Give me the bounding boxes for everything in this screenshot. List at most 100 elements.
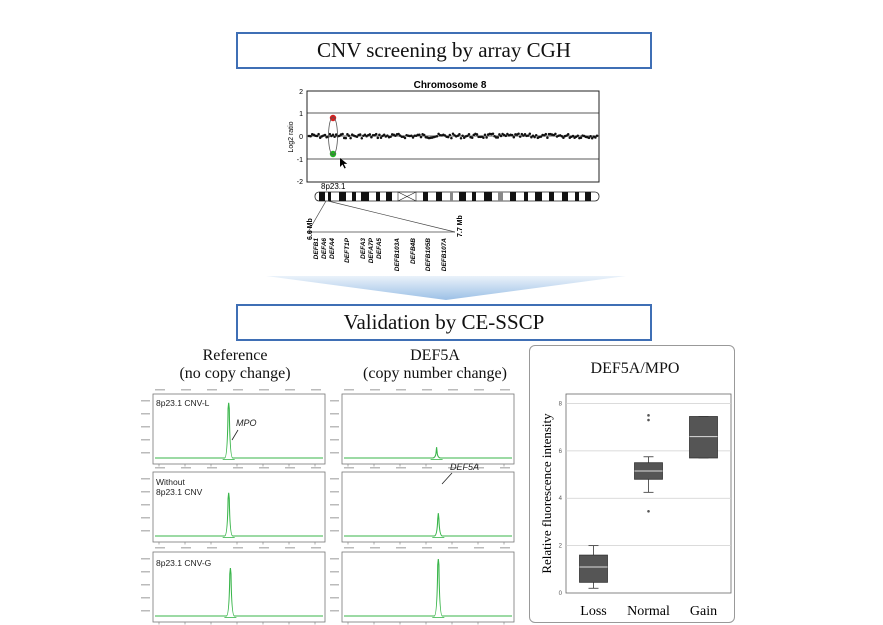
acgh-point [496, 136, 500, 139]
mpo-peak-label: MPO [236, 418, 257, 428]
acgh-point [422, 133, 426, 137]
acgh-point [504, 134, 508, 138]
acgh-point [328, 132, 332, 136]
gene-label: DEFB105B [425, 238, 432, 272]
acgh-point [544, 132, 548, 136]
acgh-point [451, 132, 455, 136]
acgh-point [394, 134, 397, 138]
reference-subtitle: (no copy change) [179, 365, 291, 382]
x-category-label: Loss [580, 604, 606, 619]
acgh-point [562, 136, 565, 140]
acgh-point [418, 133, 421, 137]
gene-label: DEFT1P [344, 237, 351, 263]
acgh-point [594, 136, 597, 139]
boxplot-panel [529, 345, 735, 623]
electropherogram-panel [141, 547, 326, 625]
band-label: 8p23.1 [321, 182, 346, 191]
def5a-title: DEF5A [410, 347, 460, 364]
def5a-subtitle: (copy number change) [363, 365, 507, 382]
acgh-point [590, 136, 594, 140]
peak-trace [344, 558, 512, 617]
acgh-point [528, 132, 532, 136]
acgh-title-box: CNV screening by array CGH [236, 32, 652, 69]
acgh-point [309, 135, 312, 138]
acgh-point [458, 132, 461, 136]
acgh-point [349, 136, 352, 140]
def5a-arrow [441, 472, 453, 485]
box-body [689, 416, 718, 459]
peak-trace [155, 567, 323, 617]
acgh-point [523, 132, 527, 136]
acgh-point [518, 135, 522, 138]
peak-trace [155, 402, 323, 459]
electropherogram-panel [330, 467, 515, 545]
reference-title: Reference [202, 347, 268, 364]
sample-label: Without [156, 477, 185, 487]
acgh-point [344, 136, 348, 140]
acgh-point [533, 135, 536, 139]
acgh-point [475, 133, 479, 136]
acgh-point [347, 134, 351, 137]
acgh-point [466, 134, 469, 138]
y-tick-label: 2 [559, 544, 563, 550]
acgh-point [379, 136, 383, 139]
acgh-point [410, 134, 413, 137]
acgh-point [419, 135, 423, 139]
electropherogram-panel [141, 467, 326, 545]
y-tick-label: 6 [559, 449, 563, 455]
acgh-point [560, 134, 564, 138]
acgh-point [333, 135, 336, 139]
sample-label: 8p23.1 CNV-G [156, 558, 211, 568]
acgh-point [370, 135, 373, 139]
y-tick-label: 0 [559, 591, 563, 597]
acgh-point [520, 132, 524, 136]
validation-title-box: Validation by CE-SSCP [236, 304, 652, 341]
sample-label: 8p23.1 CNV-L [156, 398, 210, 408]
acgh-point [483, 133, 487, 137]
acgh-point [376, 136, 380, 140]
box-normal [634, 414, 663, 513]
acgh-ytick: -2 [297, 179, 303, 186]
acgh-point [539, 135, 543, 138]
acgh-point [411, 136, 415, 139]
sample-label: 8p23.1 CNV [156, 487, 203, 497]
acgh-point [358, 133, 362, 136]
acgh-point [397, 132, 400, 136]
reference-caption: Reference (no copy change) [150, 347, 320, 383]
outlier-point [647, 509, 650, 513]
box-loss [579, 545, 608, 589]
box-gain [689, 416, 718, 459]
gene-label: DEFA4 [329, 238, 336, 259]
def5a-peak-label: DEF5A [450, 462, 479, 472]
acgh-point [587, 136, 591, 140]
acgh-point [554, 132, 557, 136]
acgh-point [382, 133, 386, 137]
gene-label: DEFB1 [313, 238, 320, 260]
acgh-point [512, 136, 516, 139]
gene-label: DEFB4B [410, 238, 417, 264]
acgh-point [403, 136, 407, 140]
coord-right: 7.7 Mb [457, 215, 464, 237]
acgh-chart-title: Chromosome 8 [414, 80, 487, 91]
acgh-point [450, 136, 453, 140]
acgh-point [470, 136, 474, 140]
electropherogram-panel [330, 389, 515, 467]
arrow-cursor-icon [340, 158, 348, 169]
peak-trace [344, 513, 512, 537]
acgh-point [595, 134, 599, 137]
acgh-point [571, 134, 575, 138]
x-category-label: Gain [690, 604, 717, 619]
acgh-point [446, 135, 450, 139]
acgh-point [534, 134, 538, 137]
acgh-ytick: -1 [297, 157, 303, 164]
acgh-point [360, 136, 364, 140]
acgh-ytick: 2 [299, 89, 303, 96]
gene-label: DEFA5 [376, 238, 383, 259]
box-body [579, 554, 608, 583]
outlier-point [647, 418, 650, 422]
gene-label: DEFA3 [360, 238, 367, 259]
acgh-point [386, 134, 389, 137]
outlier-point [647, 414, 650, 417]
